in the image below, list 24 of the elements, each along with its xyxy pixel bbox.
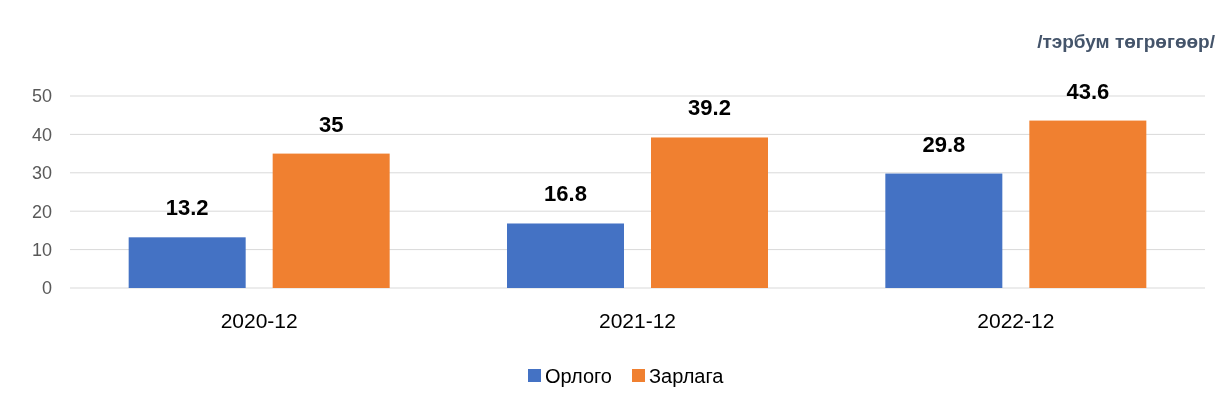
y-tick-label: 50 <box>31 86 52 107</box>
x-tick-label: 2022-12 <box>977 309 1055 332</box>
data-label: 35 <box>318 111 344 137</box>
y-tick-label: 0 <box>41 278 52 299</box>
y-tick-label: 10 <box>31 239 52 260</box>
y-tick-label: 30 <box>31 163 52 184</box>
bar <box>128 237 246 288</box>
x-tick-label: 2021-12 <box>598 309 677 332</box>
bar <box>507 223 624 288</box>
legend-label: Зарлага <box>649 365 725 387</box>
data-label: 39.2 <box>688 95 731 121</box>
bar <box>651 137 768 288</box>
bar <box>885 173 1003 288</box>
legend-label: Орлого <box>545 365 612 387</box>
y-axis-title: /тэрбум төгрөгөөр/ <box>1037 31 1216 52</box>
data-label: 16.8 <box>544 181 587 207</box>
data-label: 13.2 <box>165 195 209 221</box>
data-label: 43.6 <box>1066 78 1110 104</box>
y-tick-label: 20 <box>31 201 52 222</box>
bar <box>272 153 390 288</box>
x-tick-label: 2020-12 <box>220 309 298 332</box>
y-tick-label: 40 <box>31 124 52 145</box>
data-label: 29.8 <box>922 131 966 157</box>
bar <box>1029 120 1147 288</box>
